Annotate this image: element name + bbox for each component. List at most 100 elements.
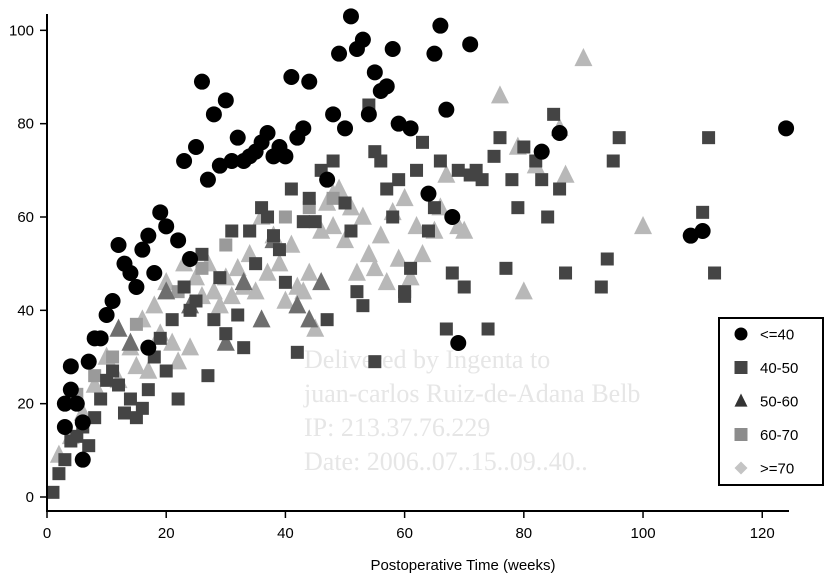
data-point — [283, 69, 300, 85]
data-point — [201, 369, 215, 383]
data-point — [266, 229, 280, 243]
data-point — [634, 215, 653, 235]
data-point — [395, 187, 414, 207]
data-point — [433, 154, 447, 168]
data-point — [426, 45, 443, 62]
x-axis-title: Postoperative Time (weeks) — [370, 557, 555, 574]
data-point — [141, 383, 155, 397]
data-point — [455, 220, 474, 239]
data-point — [207, 313, 221, 327]
data-point — [82, 439, 96, 453]
data-point — [354, 31, 371, 48]
data-point — [288, 295, 307, 314]
data-point — [377, 271, 396, 291]
data-point — [326, 191, 340, 205]
data-point — [444, 209, 461, 225]
data-point — [490, 85, 509, 104]
data-point — [140, 227, 157, 244]
data-point — [290, 345, 304, 359]
data-point — [392, 173, 406, 187]
data-point — [85, 374, 104, 393]
data-point — [134, 241, 151, 258]
data-point — [535, 173, 549, 187]
data-point — [594, 280, 608, 294]
data-point — [371, 225, 390, 244]
data-point — [157, 271, 176, 291]
legend-marker — [734, 461, 748, 475]
data-point — [407, 215, 426, 235]
data-point — [556, 164, 575, 183]
data-point — [237, 341, 251, 355]
data-point — [420, 185, 437, 202]
data-point — [74, 451, 91, 468]
data-point — [282, 234, 301, 253]
data-point — [195, 261, 209, 275]
data-point — [547, 107, 561, 121]
data-point — [294, 281, 313, 300]
data-point — [344, 224, 358, 238]
data-point — [234, 271, 253, 291]
watermark-line-1: Delivered by Ingenta to — [304, 345, 550, 374]
data-point — [308, 215, 322, 229]
data-point — [457, 280, 471, 294]
data-point — [153, 331, 167, 345]
data-point — [223, 153, 240, 169]
data-point — [139, 360, 158, 379]
data-point — [551, 125, 568, 141]
data-points — [46, 8, 795, 499]
data-point — [229, 129, 246, 146]
data-point — [112, 378, 126, 392]
data-point — [219, 238, 233, 252]
data-point — [205, 106, 222, 123]
data-point — [117, 406, 131, 420]
y-tick-label: 0 — [26, 489, 34, 506]
data-point — [600, 252, 614, 266]
y-tick-label: 100 — [9, 22, 34, 39]
data-point — [189, 294, 203, 308]
data-point — [325, 106, 342, 123]
x-tick-label: 40 — [277, 525, 294, 542]
data-point — [123, 392, 137, 406]
data-point — [413, 243, 432, 263]
data-point — [324, 215, 343, 235]
data-point — [302, 191, 316, 205]
x-tick-label: 0 — [43, 525, 51, 542]
data-point — [533, 143, 550, 160]
legend-label: <=40 — [760, 327, 794, 344]
x-tick-label: 120 — [750, 525, 775, 542]
data-point — [193, 73, 210, 90]
data-point — [52, 467, 66, 481]
data-point — [188, 139, 205, 155]
watermark: Delivered by Ingenta to juan-carlos Ruiz… — [303, 345, 640, 476]
data-point — [326, 154, 340, 168]
data-point — [246, 281, 265, 300]
data-point — [541, 210, 555, 224]
data-point — [445, 266, 459, 280]
data-point — [365, 257, 384, 277]
data-point — [152, 204, 169, 221]
x-tick-label: 100 — [631, 525, 656, 542]
data-point — [612, 131, 626, 145]
data-point — [511, 201, 525, 215]
data-point — [231, 308, 245, 322]
watermark-line-4: Date: 2006..07..15..09..40.. — [304, 447, 588, 476]
data-point — [181, 337, 200, 356]
x-tick-label: 80 — [515, 525, 532, 542]
y-tick-label: 60 — [17, 209, 34, 226]
data-point — [694, 223, 711, 239]
data-point — [437, 164, 456, 183]
data-point — [517, 140, 531, 154]
data-point — [258, 262, 277, 281]
data-point — [505, 173, 519, 187]
data-point — [109, 318, 128, 337]
x-tick-label: 20 — [158, 525, 175, 542]
watermark-line-2: juan-carlos Ruiz-de-Adana Belb — [303, 379, 640, 408]
data-point — [306, 318, 325, 337]
data-point — [110, 237, 127, 253]
data-point — [350, 285, 364, 299]
data-point — [410, 163, 424, 177]
data-point — [56, 395, 73, 412]
legend: <=40 40-50 50-60 60-70 >=70 — [718, 317, 824, 486]
data-point — [210, 295, 229, 314]
legend-label: 40-50 — [760, 360, 798, 377]
